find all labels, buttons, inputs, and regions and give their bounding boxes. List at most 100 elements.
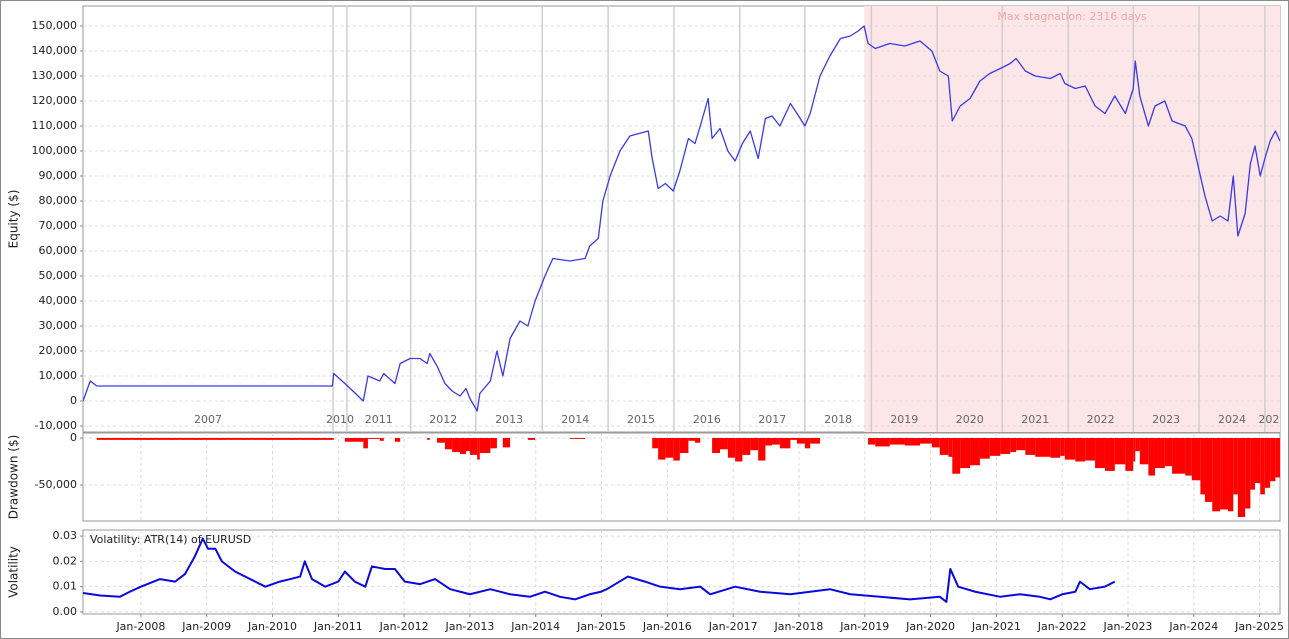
year-label: 2023: [1152, 413, 1180, 426]
drawdown-bar: [1148, 437, 1155, 476]
drawdown-bar: [1200, 437, 1205, 495]
y-tick-label: 10,000: [39, 369, 78, 382]
drawdown-bar: [1050, 437, 1061, 458]
drawdown-bar: [694, 437, 701, 443]
x-tick-label: Jan-2016: [642, 620, 692, 633]
x-tick-label: Jan-2012: [379, 620, 429, 633]
year-label: 2011: [365, 413, 393, 426]
drawdown-bar: [868, 437, 876, 445]
y-tick-label: 120,000: [32, 94, 78, 107]
drawdown-bar: [712, 437, 720, 454]
drawdown-bar: [665, 437, 674, 458]
drawdown-bar: [1085, 437, 1096, 461]
drawdown-bar: [952, 437, 961, 474]
drawdown-bar: [679, 437, 689, 454]
x-tick-label: Jan-2010: [247, 620, 297, 633]
drawdown-bar: [1064, 437, 1076, 460]
year-label: 2012: [429, 413, 457, 426]
year-label: 2021: [1021, 413, 1049, 426]
y-tick-label: 20,000: [39, 344, 78, 357]
drawdown-bar: [367, 437, 380, 439]
drawdown-bar: [920, 437, 932, 444]
annotation: Volatility: ATR(14) of EURUSD: [90, 533, 251, 546]
x-tick-label: Jan-2020: [905, 620, 955, 633]
drawdown-bar: [1260, 437, 1265, 495]
year-label: 2016: [693, 413, 721, 426]
drawdown-bar: [1164, 437, 1173, 467]
y-tick-label: 80,000: [39, 194, 78, 207]
drawdown-bar: [1220, 437, 1229, 510]
plot-layer: 2007 2010 2011 2012 2013 2014 2015 2016 2017 2018…: [83, 6, 1280, 432]
drawdown-bar: [960, 437, 971, 469]
drawdown-bar: [1254, 437, 1261, 484]
drawdown-bar: [790, 437, 797, 440]
data-line: [83, 25, 1280, 412]
x-tick-label: Jan-2015: [576, 620, 626, 633]
x-tick-label: Jan-2014: [510, 620, 560, 633]
x-tick-label: Jan-2017: [708, 620, 758, 633]
drawdown-bar: [810, 437, 821, 444]
y-tick-label: 30,000: [39, 319, 78, 332]
x-tick-label: Jan-2024: [1168, 620, 1218, 633]
x-tick-label: Jan-2008: [115, 620, 165, 633]
drawdown-bar: [1025, 437, 1036, 455]
drawdown-bar: [479, 437, 491, 454]
drawdown-bar: [465, 437, 470, 452]
y-tick-label: 140,000: [32, 44, 78, 57]
x-tick-label: Jan-2018: [774, 620, 824, 633]
y-tick-label: 40,000: [39, 294, 78, 307]
y-axis-title: Volatility: [7, 546, 21, 598]
drawdown-bar: [758, 437, 766, 461]
drawdown-bar: [939, 437, 949, 455]
drawdown-bar: [727, 437, 736, 458]
year-label: 2014: [561, 413, 589, 426]
drawdown-bar: [444, 437, 453, 450]
drawdown-bar: [502, 437, 511, 448]
x-tick-label: Jan-2013: [444, 620, 494, 633]
year-label: 2010: [326, 413, 354, 426]
drawdown-bar: [948, 437, 953, 457]
year-label: 2007: [194, 413, 222, 426]
drawdown-bar: [1035, 437, 1051, 457]
y-tick-label: 70,000: [39, 219, 78, 232]
drawdown-bar: [765, 437, 772, 446]
drawdown-bar: [1139, 437, 1149, 465]
drawdown-bar: [1000, 437, 1011, 454]
plot-area: [82, 529, 1281, 615]
drawdown-bar: [688, 437, 695, 441]
drawdown-bar: [989, 437, 1001, 456]
drawdown-bar: [460, 437, 466, 454]
drawdown-bar: [658, 437, 666, 460]
y-tick-label: 0: [70, 431, 77, 444]
drawdown-bar: [477, 437, 480, 460]
drawdown-bar: [469, 437, 478, 455]
y-tick-label: 110,000: [32, 119, 78, 132]
drawdown-bar: [735, 437, 743, 462]
y-axis-title: Drawdown ($): [7, 435, 21, 520]
drawdown-bar: [979, 437, 990, 459]
drawdown-bar: [771, 437, 780, 445]
year-label: 2017: [758, 413, 786, 426]
y-tick-label: 90,000: [39, 169, 78, 182]
drawdown-bar: [652, 437, 659, 449]
drawdown-bar: [1204, 437, 1213, 502]
y-tick-label: 0: [70, 394, 77, 407]
drawdown-bar: [1245, 437, 1251, 509]
drawdown-bar: [427, 437, 430, 440]
drawdown-bar: [1191, 437, 1201, 481]
y-tick-label: 60,000: [39, 244, 78, 257]
drawdown-bar: [1233, 437, 1238, 495]
plot-layer: [83, 530, 1280, 614]
y-tick-label: 0.01: [53, 580, 78, 593]
drawdown-bar: [1228, 437, 1234, 512]
y-tick-label: 130,000: [32, 69, 78, 82]
stagnation-area: [864, 6, 1280, 432]
y-tick-label: -50,000: [35, 478, 77, 491]
y-tick-label: 0.03: [53, 529, 78, 542]
drawdown-bar: [1125, 437, 1134, 471]
drawdown-bar: [931, 437, 940, 448]
drawdown-bar: [970, 437, 980, 466]
x-tick-label: Jan-2025: [1234, 620, 1284, 633]
drawdown-bar: [742, 437, 751, 455]
